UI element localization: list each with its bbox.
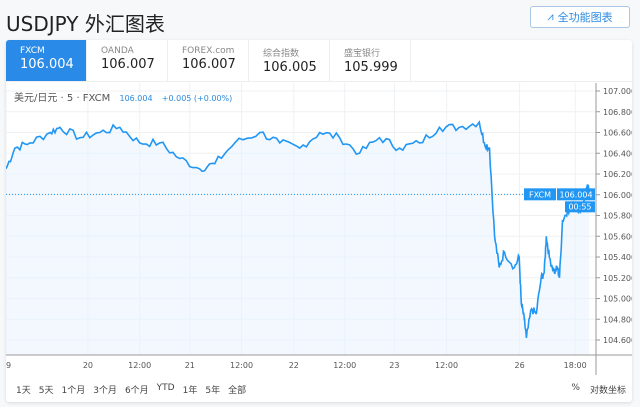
- x-tick-label: 18:00: [564, 361, 587, 370]
- tab-oanda[interactable]: OANDA 106.007: [87, 40, 168, 81]
- legend-price: 106.004: [119, 94, 153, 103]
- range-1y[interactable]: 1年: [182, 386, 198, 396]
- price-area: [6, 122, 590, 355]
- full-chart-label: 全功能图表: [557, 11, 613, 24]
- chart-card: FXCM 106.004 OANDA 106.007 FOREX.com 106.00…: [6, 40, 632, 402]
- legend-symbol: 美元/日元 · 5 · FXCM: [14, 93, 111, 104]
- tab-name: 盛宝银行: [344, 49, 381, 59]
- range-5y[interactable]: 5年: [205, 386, 221, 396]
- x-tick-label: 20: [83, 361, 93, 370]
- countdown-bg: [565, 201, 595, 213]
- y-tick-label: 106.800: [603, 108, 632, 117]
- full-chart-button[interactable]: ⩘ 全功能图表: [530, 6, 630, 28]
- price-chart[interactable]: 107.000 106.800 106.600 106.400 106.200 106.0…: [6, 40, 632, 380]
- y-tick-label: 105.600: [603, 232, 632, 241]
- range-6m[interactable]: 6个月: [124, 386, 149, 396]
- y-tick-label: 106.000: [603, 191, 632, 200]
- y-tick-label: 105.200: [603, 274, 632, 283]
- y-tick-label: 104.600: [603, 336, 632, 345]
- tab-name: OANDA: [101, 46, 134, 56]
- x-tick-label: 22: [289, 361, 299, 370]
- last-price-bg: [557, 188, 595, 201]
- range-selector: 1天 5天 1个月 3个月 6个月 YTD 1年 5年 全部: [16, 383, 246, 396]
- chart-legend: 美元/日元 · 5 · FXCM 106.004 +0.005 (+0.00%): [14, 89, 232, 104]
- x-tick-label: 12:00: [230, 361, 253, 370]
- tab-saxo[interactable]: 盛宝银行 105.999: [330, 40, 411, 81]
- source-tabs: FXCM 106.004 OANDA 106.007 FOREX.com 106.00…: [6, 40, 632, 82]
- y-tick-label: 106.600: [603, 129, 632, 138]
- range-1d[interactable]: 1天: [16, 386, 31, 396]
- x-tick-label: 12:00: [333, 361, 356, 370]
- y-tick-label: 106.200: [603, 170, 632, 179]
- tab-composite[interactable]: 综合指数 106.005: [249, 40, 330, 81]
- tab-value: 106.004: [20, 57, 74, 72]
- scale-controls: % 对数坐标: [571, 383, 626, 396]
- tab-name: FOREX.com: [182, 46, 235, 56]
- y-tick-label: 105.400: [603, 253, 632, 262]
- x-tick-label: 26: [515, 361, 525, 370]
- x-tick-label: 12:00: [128, 361, 151, 370]
- source-label-bg: [524, 188, 556, 201]
- y-tick-label: 104.800: [603, 315, 632, 324]
- range-3m[interactable]: 3个月: [93, 386, 117, 396]
- x-tick-label: 21: [185, 361, 195, 370]
- x-tick-label: 12:00: [435, 361, 458, 370]
- range-all[interactable]: 全部: [228, 386, 247, 396]
- last-price-label: 106.004: [559, 190, 592, 199]
- tab-value: 106.007: [101, 57, 155, 72]
- percent-toggle[interactable]: %: [571, 383, 580, 393]
- y-tick-label: 105.800: [603, 212, 632, 221]
- legend-change: +0.005 (+0.00%): [161, 94, 233, 103]
- range-ytd[interactable]: YTD: [156, 383, 175, 393]
- tab-name: 综合指数: [263, 49, 300, 59]
- tab-fxcm[interactable]: FXCM 106.004: [6, 40, 87, 81]
- tab-forex-com[interactable]: FOREX.com 106.007: [168, 40, 249, 81]
- chart-icon: ⩘: [547, 10, 554, 23]
- x-tick-label: 23: [389, 361, 399, 370]
- tab-name: FXCM: [20, 46, 45, 56]
- page-title: USDJPY 外汇图表: [6, 12, 165, 36]
- log-scale-toggle[interactable]: 对数坐标: [589, 386, 626, 396]
- countdown-label: 00:55: [568, 202, 591, 211]
- tab-value: 106.007: [182, 57, 236, 72]
- price-line: [6, 120, 590, 338]
- range-5d[interactable]: 5天: [38, 386, 54, 396]
- x-tick-label: 9: [6, 361, 11, 370]
- tab-value: 105.999: [344, 60, 398, 75]
- y-tick-label: 106.400: [603, 149, 632, 158]
- y-tick-label: 105.000: [603, 295, 632, 304]
- y-tick-label: 107.000: [603, 87, 632, 96]
- tab-value: 106.005: [263, 60, 317, 75]
- range-1m[interactable]: 1个月: [61, 386, 86, 396]
- source-label: FXCM: [529, 190, 551, 199]
